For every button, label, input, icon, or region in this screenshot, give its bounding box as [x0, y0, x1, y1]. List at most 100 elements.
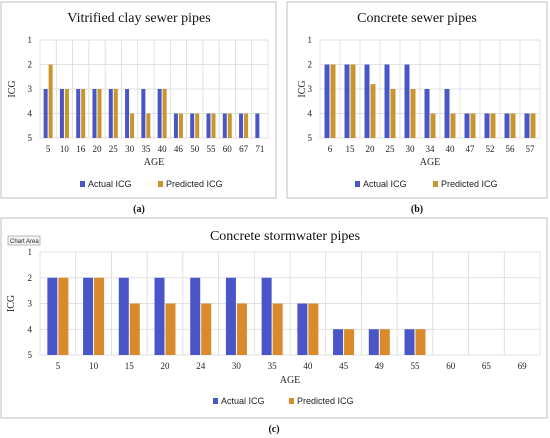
predicted-icg-bar[interactable]	[510, 113, 516, 139]
x-tick-label: 24	[196, 361, 206, 371]
legend-swatch	[289, 398, 294, 404]
predicted-icg-bar[interactable]	[81, 89, 86, 138]
actual-icg-bar[interactable]	[524, 113, 530, 139]
x-tick-label: 71	[255, 144, 264, 154]
chart-title: Concrete sewer pipes	[357, 11, 477, 26]
actual-icg-bar[interactable]	[154, 277, 165, 355]
x-tick-label: 55	[411, 361, 421, 371]
predicted-icg-bar[interactable]	[470, 113, 476, 139]
predicted-icg-bar[interactable]	[379, 329, 390, 355]
predicted-icg-bar[interactable]	[227, 113, 232, 139]
predicted-icg-bar[interactable]	[97, 89, 102, 138]
actual-icg-bar[interactable]	[108, 89, 113, 138]
actual-icg-bar[interactable]	[324, 64, 330, 139]
actual-icg-bar[interactable]	[47, 277, 58, 355]
predicted-icg-bar[interactable]	[344, 329, 355, 355]
x-tick-label: 49	[375, 361, 385, 371]
actual-icg-bar[interactable]	[368, 329, 379, 355]
predicted-icg-bar[interactable]	[113, 89, 118, 138]
actual-icg-bar[interactable]	[424, 89, 430, 138]
actual-icg-bar[interactable]	[404, 64, 410, 139]
predicted-icg-bar[interactable]	[162, 89, 167, 138]
actual-icg-bar[interactable]	[261, 277, 272, 355]
x-tick-label: 5	[46, 144, 51, 154]
actual-icg-bar[interactable]	[83, 277, 94, 355]
x-tick-label: 35	[141, 144, 151, 154]
predicted-icg-bar[interactable]	[48, 64, 53, 139]
predicted-icg-bar[interactable]	[450, 113, 456, 139]
actual-icg-bar[interactable]	[239, 113, 244, 139]
predicted-icg-bar[interactable]	[272, 303, 283, 356]
predicted-icg-bar[interactable]	[129, 303, 140, 356]
predicted-icg-bar[interactable]	[415, 329, 426, 355]
actual-icg-bar[interactable]	[344, 64, 350, 139]
predicted-icg-bar[interactable]	[308, 303, 319, 356]
actual-icg-bar[interactable]	[141, 89, 146, 138]
actual-icg-bar[interactable]	[173, 113, 178, 139]
x-tick-label: 69	[518, 361, 528, 371]
actual-icg-bar[interactable]	[157, 89, 162, 138]
y-tick-label: 3	[308, 84, 313, 94]
predicted-icg-bar[interactable]	[350, 64, 356, 139]
actual-icg-bar[interactable]	[404, 329, 415, 355]
y-tick-label: 5	[28, 350, 33, 360]
actual-icg-bar[interactable]	[118, 277, 129, 355]
actual-icg-bar[interactable]	[190, 277, 201, 355]
actual-icg-bar[interactable]	[297, 303, 308, 356]
actual-icg-bar[interactable]	[222, 113, 227, 139]
predicted-icg-bar[interactable]	[58, 277, 69, 355]
actual-icg-bar[interactable]	[384, 64, 390, 139]
predicted-icg-bar[interactable]	[178, 113, 183, 139]
x-axis-label: AGE	[144, 157, 165, 168]
actual-icg-bar[interactable]	[444, 89, 450, 138]
y-tick-label: 5	[308, 133, 313, 143]
predicted-icg-bar[interactable]	[94, 277, 105, 355]
predicted-icg-bar[interactable]	[530, 113, 536, 139]
legend-swatch	[80, 181, 85, 187]
actual-icg-bar[interactable]	[225, 277, 236, 355]
actual-icg-bar[interactable]	[125, 89, 130, 138]
actual-icg-bar[interactable]	[484, 113, 490, 139]
predicted-icg-bar[interactable]	[201, 303, 212, 356]
actual-icg-bar[interactable]	[464, 113, 470, 139]
predicted-icg-bar[interactable]	[211, 113, 216, 139]
x-tick-label: 10	[60, 144, 70, 154]
predicted-icg-bar[interactable]	[370, 84, 376, 138]
actual-icg-bar[interactable]	[504, 113, 510, 139]
predicted-icg-bar[interactable]	[146, 113, 151, 139]
x-tick-label: 25	[386, 144, 396, 154]
actual-icg-bar[interactable]	[190, 113, 195, 139]
predicted-icg-bar[interactable]	[430, 113, 436, 139]
predicted-icg-bar[interactable]	[236, 303, 247, 356]
actual-icg-bar[interactable]	[333, 329, 344, 355]
x-tick-label: 57	[526, 144, 536, 154]
actual-icg-bar[interactable]	[364, 64, 370, 139]
predicted-icg-bar[interactable]	[410, 89, 416, 138]
predicted-icg-bar[interactable]	[195, 113, 200, 139]
x-tick-label: 34	[426, 144, 436, 154]
x-tick-label: 67	[239, 144, 249, 154]
y-tick-label: 3	[28, 84, 33, 94]
predicted-icg-bar[interactable]	[390, 89, 396, 138]
x-tick-label: 20	[161, 361, 171, 371]
predicted-icg-bar[interactable]	[244, 113, 249, 139]
actual-icg-bar[interactable]	[255, 113, 260, 139]
legend-swatch	[433, 181, 438, 187]
actual-icg-bar[interactable]	[43, 89, 48, 138]
predicted-icg-bar[interactable]	[330, 64, 336, 139]
actual-icg-bar[interactable]	[76, 89, 81, 138]
actual-icg-bar[interactable]	[206, 113, 211, 139]
x-tick-label: 15	[125, 361, 135, 371]
predicted-icg-bar[interactable]	[165, 303, 176, 356]
panel-label-b: (b)	[411, 204, 423, 215]
x-tick-label: 25	[109, 144, 119, 154]
x-tick-label: 47	[466, 144, 476, 154]
x-tick-label: 40	[158, 144, 168, 154]
actual-icg-bar[interactable]	[92, 89, 97, 138]
actual-icg-bar[interactable]	[59, 89, 64, 138]
predicted-icg-bar[interactable]	[490, 113, 496, 139]
predicted-icg-bar[interactable]	[64, 89, 69, 138]
predicted-icg-bar[interactable]	[130, 113, 135, 139]
